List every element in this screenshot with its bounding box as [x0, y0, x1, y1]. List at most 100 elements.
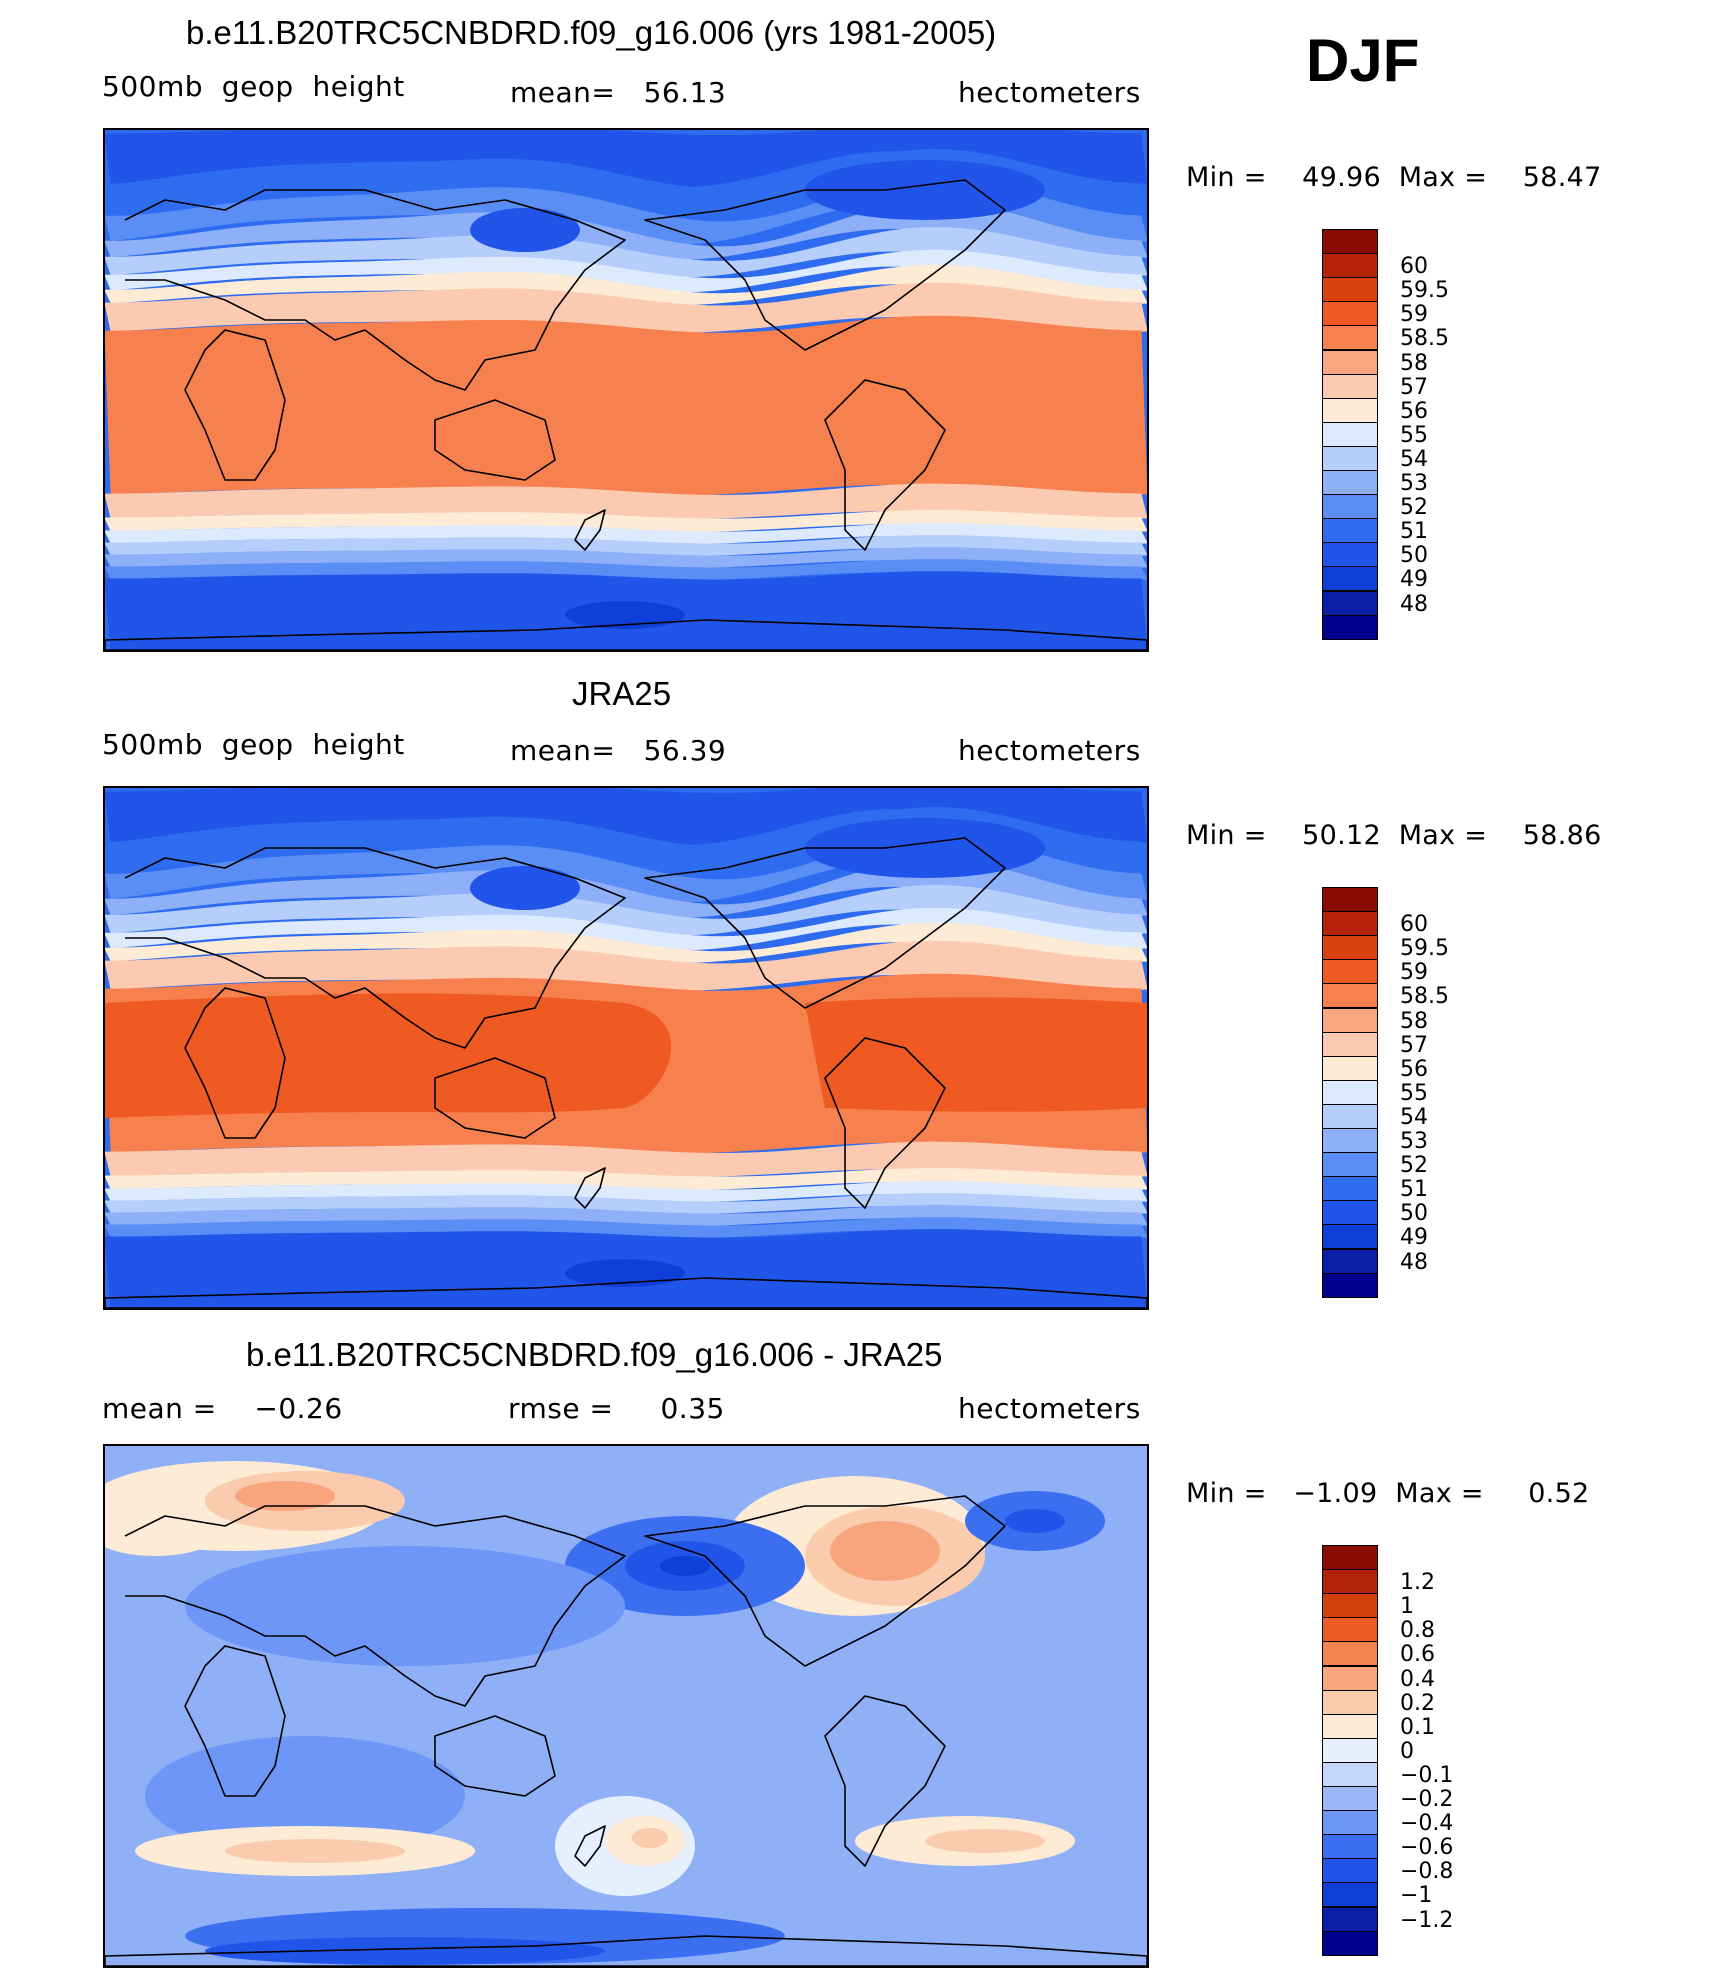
colorbar-label: 0.6 [1400, 1642, 1435, 1668]
height-map [103, 128, 1149, 652]
colorbar-label: 59.5 [1400, 936, 1449, 962]
panel-title: JRA25 [572, 675, 672, 712]
colorbar-swatch [1322, 421, 1378, 447]
season-label: DJF [1306, 27, 1420, 94]
colorbar-swatch [1322, 1272, 1378, 1298]
colorbar-swatch [1322, 1224, 1378, 1250]
difference-map-field [105, 1461, 1147, 1966]
colorbar-swatch [1322, 1031, 1378, 1057]
colorbar-label: −0.1 [1400, 1762, 1454, 1788]
colorbar-swatch [1322, 229, 1378, 255]
difference-map [103, 1444, 1149, 1968]
colorbar-swatch [1322, 1858, 1378, 1884]
colorbar-label: 57 [1400, 374, 1428, 400]
colorbar-label: 53 [1400, 471, 1428, 496]
colorbar-swatch [1322, 1882, 1378, 1908]
units-label: hectometers [958, 1392, 1141, 1425]
colorbar-label: 55 [1400, 1080, 1428, 1106]
colorbar-swatch [1322, 1007, 1378, 1033]
colorbar-swatch [1322, 1713, 1378, 1739]
variable-label: 500mb geop height [102, 70, 405, 103]
colorbar-label: 54 [1400, 446, 1428, 472]
colorbar-label: 60 [1400, 912, 1428, 938]
colorbar-swatch [1322, 1786, 1378, 1812]
colorbar-swatch [1322, 1665, 1378, 1691]
colorbar-label: 56 [1400, 1056, 1428, 1082]
colorbar-swatch [1322, 253, 1378, 279]
colorbar-label: 48 [1400, 591, 1428, 617]
colorbar-swatch [1322, 1176, 1378, 1202]
mean-label: mean= 56.13 [510, 76, 727, 109]
colorbar-label: 1 [1400, 1594, 1414, 1620]
min-max-label: Min = 50.12 Max = 58.86 [1186, 820, 1602, 851]
colorbar-swatch [1322, 1569, 1378, 1595]
colorbar-label: 60 [1400, 254, 1428, 280]
colorbar-swatch [1322, 542, 1378, 568]
colorbar-label: 0.1 [1400, 1714, 1435, 1740]
colorbar-swatch [1322, 301, 1378, 327]
colorbar-label: 52 [1400, 495, 1428, 521]
colorbar-label: −0.6 [1400, 1835, 1454, 1861]
colorbar-swatch [1322, 614, 1378, 640]
colorbar-label: 58.5 [1400, 984, 1449, 1010]
panel-title: b.e11.B20TRC5CNBDRD.f09_g16.006 (yrs 198… [186, 14, 997, 51]
colorbar-label: 50 [1400, 1201, 1428, 1227]
colorbar-label: 50 [1400, 543, 1428, 569]
colorbar-swatch [1322, 1128, 1378, 1154]
colorbar-label: 0.4 [1400, 1666, 1435, 1692]
colorbar-swatch [1322, 1593, 1378, 1619]
variable-label: 500mb geop height [102, 728, 405, 761]
colorbar-label: 49 [1400, 567, 1428, 593]
colorbar-swatch [1322, 1930, 1378, 1956]
colorbar-swatch [1322, 1689, 1378, 1715]
colorbar-swatch [1322, 1834, 1378, 1860]
colorbar-label: 58 [1400, 1008, 1428, 1034]
colorbar-swatch [1322, 397, 1378, 423]
colorbar-label: 53 [1400, 1129, 1428, 1154]
colorbar-swatch [1322, 445, 1378, 471]
colorbar-swatch [1322, 1200, 1378, 1226]
colorbar-swatch [1322, 935, 1378, 961]
units-label: hectometers [958, 76, 1141, 109]
height-map-field [105, 130, 1147, 650]
rmse-label: rmse = 0.35 [508, 1392, 725, 1425]
colorbar-swatch [1322, 887, 1378, 913]
colorbar-label: 0 [1400, 1738, 1414, 1764]
colorbar-swatch [1322, 1152, 1378, 1178]
height-map-field [105, 788, 1147, 1308]
colorbar-label: 59.5 [1400, 278, 1449, 304]
mean-label: mean= 56.39 [510, 734, 727, 767]
colorbar-label: −0.8 [1400, 1859, 1454, 1885]
colorbar-swatch [1322, 470, 1378, 496]
colorbar-swatch [1322, 325, 1378, 351]
colorbar-swatch [1322, 959, 1378, 985]
colorbar-label: 57 [1400, 1032, 1428, 1058]
colorbar-label: 55 [1400, 422, 1428, 448]
colorbar-label: 48 [1400, 1249, 1428, 1275]
height-map [103, 786, 1149, 1310]
min-max-label: Min = −1.09 Max = 0.52 [1186, 1478, 1590, 1509]
colorbar-label: 1.2 [1400, 1570, 1435, 1596]
colorbar-swatch [1322, 911, 1378, 937]
colorbar-label: 52 [1400, 1153, 1428, 1179]
colorbar-label: 58 [1400, 350, 1428, 376]
colorbar-label: 59 [1400, 960, 1428, 986]
colorbar-swatch [1322, 983, 1378, 1009]
colorbar-label: 58.5 [1400, 326, 1449, 352]
colorbar-swatch [1322, 1545, 1378, 1571]
mean-label: mean = −0.26 [102, 1392, 343, 1425]
colorbar-swatch [1322, 590, 1378, 616]
colorbar-label: −0.2 [1400, 1787, 1454, 1812]
colorbar-swatch [1322, 1810, 1378, 1836]
colorbar-label: 51 [1400, 1177, 1428, 1203]
colorbar-swatch [1322, 1737, 1378, 1763]
colorbar-swatch [1322, 1055, 1378, 1081]
colorbar-swatch [1322, 349, 1378, 375]
colorbar-label: 51 [1400, 519, 1428, 545]
colorbar-label: −1 [1400, 1883, 1433, 1909]
colorbar-label: 56 [1400, 398, 1428, 424]
colorbar-swatch [1322, 566, 1378, 592]
colorbar-swatch [1322, 494, 1378, 520]
colorbar-label: 0.2 [1400, 1690, 1435, 1716]
colorbar-label: −1.2 [1400, 1907, 1454, 1933]
